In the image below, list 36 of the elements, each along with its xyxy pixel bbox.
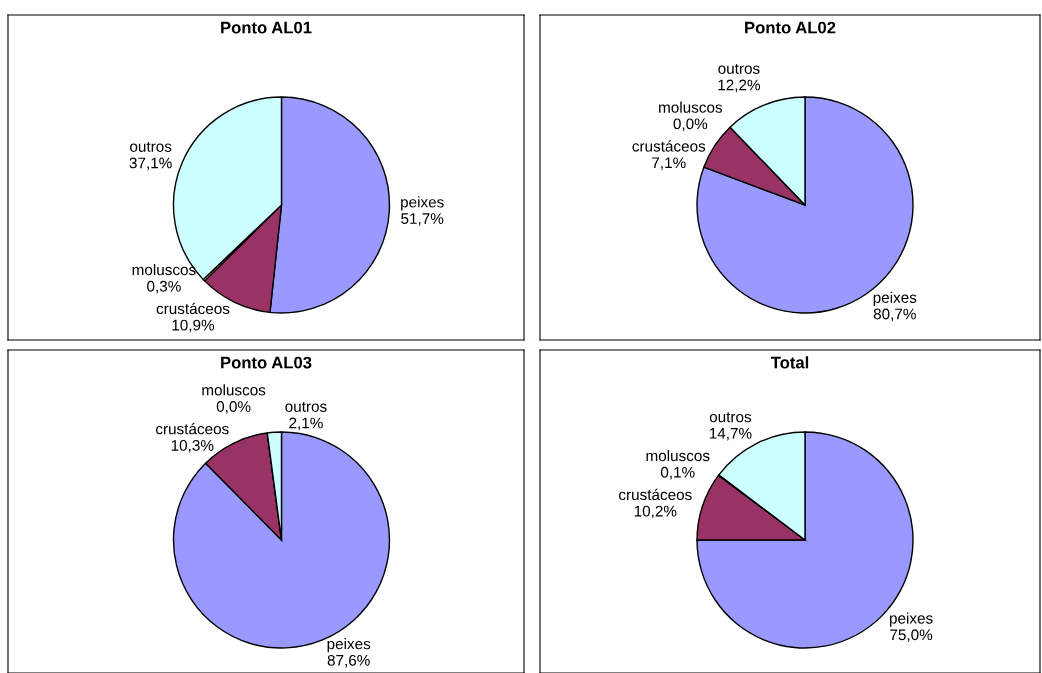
chart-title: Ponto AL03 [221,356,312,369]
data-label: 12,2% [718,79,761,93]
data-label: 10,3% [171,439,214,453]
slice-label: moluscos [132,263,196,276]
slice-label: crustáceos [632,140,706,152]
slice-label: outros [709,412,752,423]
slice-label: outros [285,401,327,412]
slice-label: crustáceos [156,302,230,315]
data-label: 87,6% [327,654,370,668]
data-label: 51,7% [401,213,444,226]
category-label: moluscos [202,384,266,396]
slice-label: peixes [327,638,371,653]
slice-label: crustáceos [155,422,229,435]
slice-label: peixes [873,291,917,306]
data-label: 2,1% [289,417,323,431]
data-label: 0,1% [660,466,695,480]
data-label: 0,3% [147,280,181,294]
chart-title: Ponto AL01 [221,21,312,34]
data-label: 7,1% [652,157,686,170]
data-label: 37,1% [129,157,172,171]
slice-label: peixes [889,612,933,627]
slice-label: crustáceos [619,488,692,501]
chart-title: Total [770,356,809,369]
text: 0,0% [673,118,708,132]
data-label: 80,7% [873,308,916,322]
slice-label: outros [130,141,172,152]
data-label: 75,0% [890,629,933,642]
text: 0,0% [216,401,251,414]
data-label: 10,9% [172,319,215,333]
data-label: 14,7% [709,428,752,441]
chart-title: Ponto AL02 [745,21,836,34]
slice-label: peixes [401,196,444,211]
slice-label: outros [718,63,760,74]
data-label: 10,2% [634,505,677,519]
slice-label: moluscos [646,449,710,462]
category-label: moluscos [659,101,723,113]
